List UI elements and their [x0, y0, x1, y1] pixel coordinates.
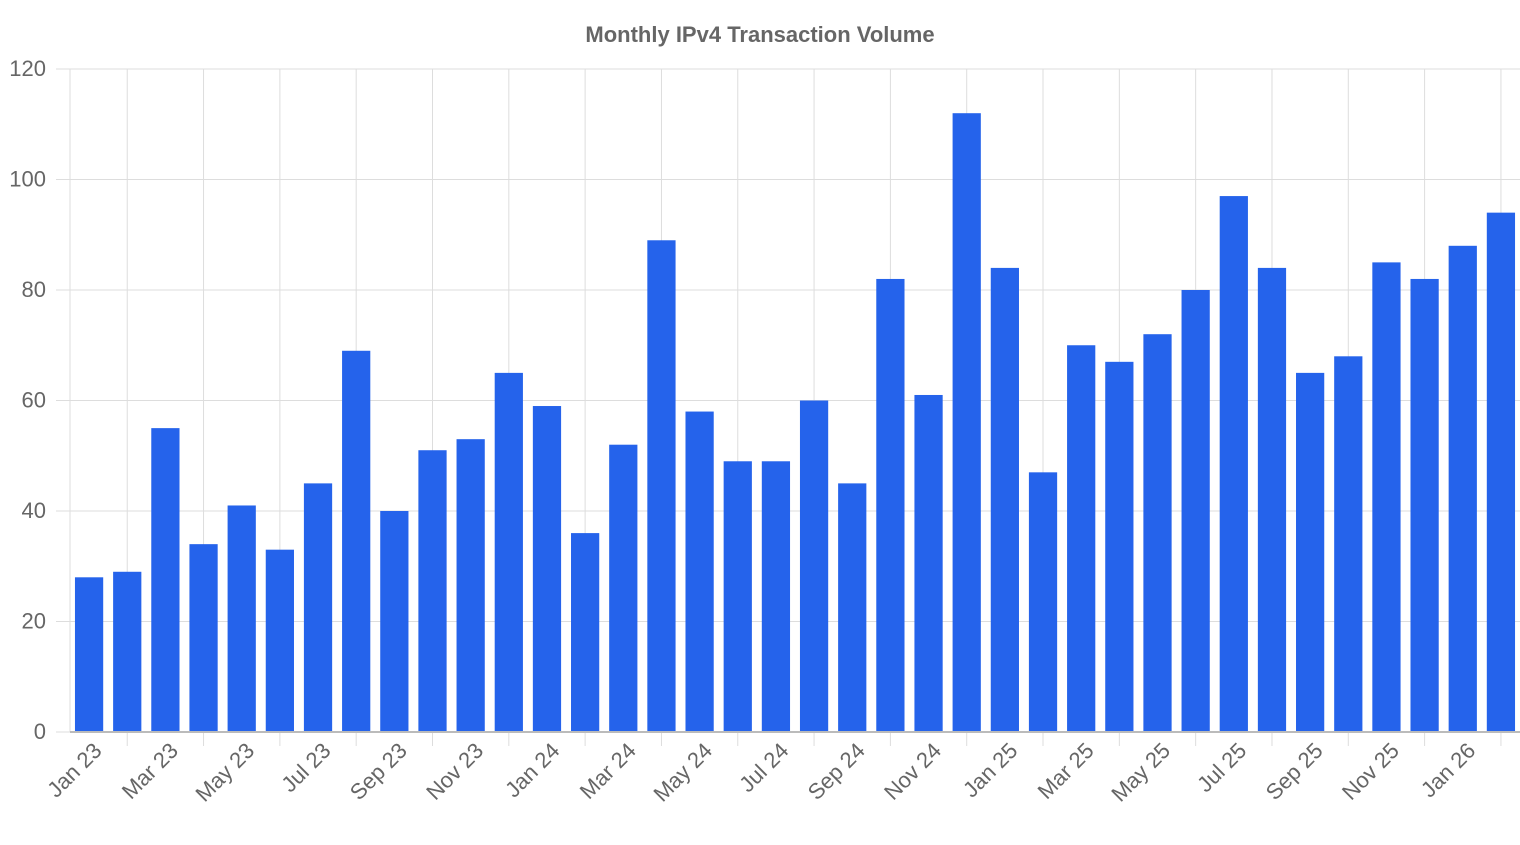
bar	[113, 571, 142, 732]
bar	[609, 444, 638, 732]
x-tick-label: May 23	[191, 738, 260, 807]
bar	[990, 267, 1019, 732]
x-tick-label: Mar 25	[1033, 738, 1099, 804]
y-tick-label: 60	[22, 388, 46, 413]
bar	[227, 505, 256, 732]
bar	[494, 372, 523, 732]
bar	[380, 511, 409, 732]
bar	[1486, 212, 1516, 732]
x-tick-label: Jul 24	[734, 738, 793, 797]
bar	[1181, 290, 1210, 732]
x-tick-label: Jul 23	[276, 738, 335, 797]
bar	[876, 278, 905, 732]
y-tick-label: 20	[22, 609, 46, 634]
bar	[1143, 334, 1172, 732]
bar	[74, 577, 104, 732]
x-tick-label: Mar 24	[575, 738, 641, 804]
x-tick-label: Mar 23	[117, 738, 183, 804]
chart-title: Monthly IPv4 Transaction Volume	[585, 22, 934, 47]
bar	[799, 400, 829, 732]
bar	[723, 461, 752, 732]
bar	[761, 461, 791, 732]
x-tick-label: May 25	[1106, 738, 1175, 807]
y-tick-label: 40	[22, 498, 46, 523]
bar	[647, 240, 676, 732]
bar	[1028, 472, 1058, 732]
y-tick-label: 100	[9, 167, 46, 192]
x-tick-label: Jan 23	[42, 738, 106, 802]
bar	[1105, 361, 1134, 732]
x-tick-label: Sep 23	[345, 738, 412, 805]
x-tick-label: Jan 24	[500, 738, 564, 802]
bar	[1334, 356, 1363, 732]
bar	[914, 394, 943, 732]
bar	[838, 483, 867, 732]
bar	[189, 544, 218, 732]
x-tick-label: May 24	[648, 738, 717, 807]
x-tick-label: Sep 25	[1261, 738, 1328, 805]
bar	[952, 113, 981, 732]
bar	[1448, 245, 1477, 733]
bar	[342, 350, 371, 732]
y-tick-label: 80	[22, 277, 46, 302]
x-tick-label: Jul 25	[1192, 738, 1251, 797]
bar	[1296, 372, 1325, 732]
x-tick-label: Jan 25	[958, 738, 1022, 802]
bar	[151, 428, 180, 732]
x-tick-label: Sep 24	[803, 738, 870, 805]
bar	[1410, 278, 1439, 732]
bar	[685, 411, 714, 732]
bar	[1067, 345, 1096, 732]
bar	[571, 533, 600, 732]
bar	[303, 483, 333, 732]
bar	[1372, 262, 1401, 732]
x-tick-label: Nov 25	[1337, 738, 1404, 805]
bar	[456, 439, 485, 732]
x-tick-label: Nov 23	[421, 738, 488, 805]
bar	[265, 549, 294, 732]
y-tick-label: 120	[9, 56, 46, 81]
bar	[418, 450, 447, 732]
bar	[1257, 267, 1287, 732]
x-tick-label: Jan 26	[1416, 738, 1480, 802]
bar	[1219, 196, 1248, 732]
x-tick-label: Nov 24	[879, 738, 946, 805]
bar	[532, 406, 562, 732]
y-tick-label: 0	[34, 719, 46, 744]
